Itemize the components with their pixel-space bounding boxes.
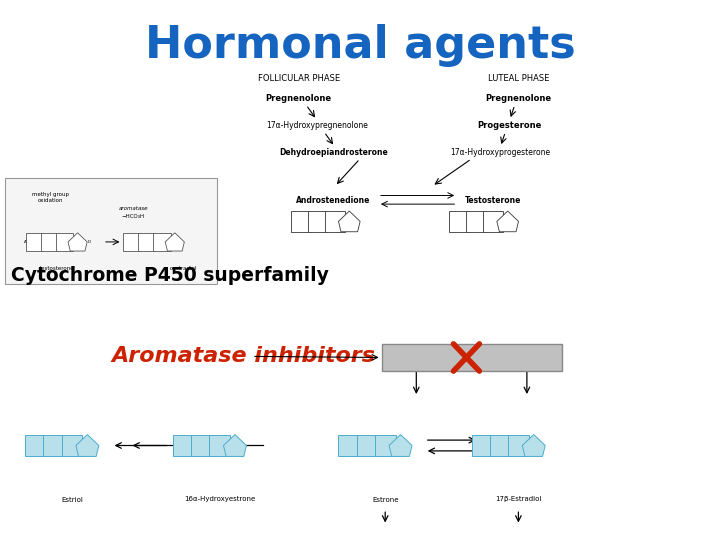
FancyBboxPatch shape — [291, 211, 310, 232]
Text: Estrone: Estrone — [372, 496, 398, 503]
Text: Cytochrome P450 superfamily: Cytochrome P450 superfamily — [11, 266, 328, 285]
FancyBboxPatch shape — [307, 211, 328, 232]
FancyBboxPatch shape — [191, 435, 212, 456]
Polygon shape — [522, 435, 545, 456]
FancyBboxPatch shape — [472, 435, 492, 456]
FancyBboxPatch shape — [25, 435, 46, 456]
FancyBboxPatch shape — [153, 233, 171, 251]
Text: methyl group
oxidation: methyl group oxidation — [32, 192, 69, 202]
FancyBboxPatch shape — [449, 211, 469, 232]
Text: A: A — [24, 240, 27, 244]
Text: D: D — [88, 240, 91, 244]
FancyBboxPatch shape — [62, 435, 82, 456]
Text: Dehydroepiandrosterone: Dehydroepiandrosterone — [279, 148, 388, 157]
Polygon shape — [166, 233, 184, 251]
Text: Testosterone: Testosterone — [465, 197, 521, 205]
Text: B: B — [43, 240, 46, 244]
Text: testosterone: testosterone — [40, 266, 75, 271]
FancyBboxPatch shape — [43, 435, 64, 456]
Polygon shape — [68, 233, 87, 251]
Text: Androstenedione: Androstenedione — [296, 197, 371, 205]
Polygon shape — [497, 211, 518, 232]
FancyBboxPatch shape — [173, 435, 194, 456]
FancyBboxPatch shape — [325, 211, 345, 232]
FancyBboxPatch shape — [466, 211, 486, 232]
Polygon shape — [338, 211, 360, 232]
FancyBboxPatch shape — [56, 233, 73, 251]
FancyBboxPatch shape — [508, 435, 528, 456]
Polygon shape — [76, 435, 99, 456]
Text: ATASE: ATASE — [494, 351, 536, 364]
Text: Estriol: Estriol — [61, 496, 83, 503]
Text: Pregnenolone: Pregnenolone — [266, 94, 332, 103]
Text: 16α-Hydroxyestrone: 16α-Hydroxyestrone — [184, 496, 255, 503]
FancyBboxPatch shape — [483, 211, 503, 232]
FancyBboxPatch shape — [5, 178, 217, 284]
Text: aromatase: aromatase — [119, 206, 148, 212]
Polygon shape — [223, 435, 246, 456]
FancyBboxPatch shape — [210, 435, 230, 456]
Text: Aromatase inhibitors: Aromatase inhibitors — [112, 346, 376, 367]
Text: Hormonal agents: Hormonal agents — [145, 24, 575, 68]
Text: oestradiol: oestradiol — [170, 266, 197, 271]
Text: 17α-Hydroxyprogesterone: 17α-Hydroxyprogesterone — [450, 148, 551, 157]
Text: 17β-Estradiol: 17β-Estradiol — [495, 496, 541, 503]
FancyBboxPatch shape — [375, 435, 395, 456]
Text: LUTEAL PHASE: LUTEAL PHASE — [487, 74, 549, 83]
Text: C: C — [63, 240, 66, 244]
FancyBboxPatch shape — [123, 233, 140, 251]
FancyBboxPatch shape — [138, 233, 156, 251]
Text: Pregnenolone: Pregnenolone — [485, 94, 552, 103]
FancyBboxPatch shape — [41, 233, 58, 251]
Polygon shape — [389, 435, 412, 456]
FancyBboxPatch shape — [490, 435, 510, 456]
FancyBboxPatch shape — [356, 435, 377, 456]
Text: 17α-Hydroxypregnenolone: 17α-Hydroxypregnenolone — [266, 121, 368, 130]
FancyBboxPatch shape — [338, 435, 359, 456]
FancyBboxPatch shape — [26, 233, 43, 251]
FancyBboxPatch shape — [382, 344, 562, 371]
Text: FOLLICULAR PHASE: FOLLICULAR PHASE — [258, 74, 340, 83]
Text: −HCO₃H: −HCO₃H — [122, 213, 145, 219]
Text: AR: AR — [410, 351, 429, 364]
Text: Progesterone: Progesterone — [477, 121, 542, 130]
